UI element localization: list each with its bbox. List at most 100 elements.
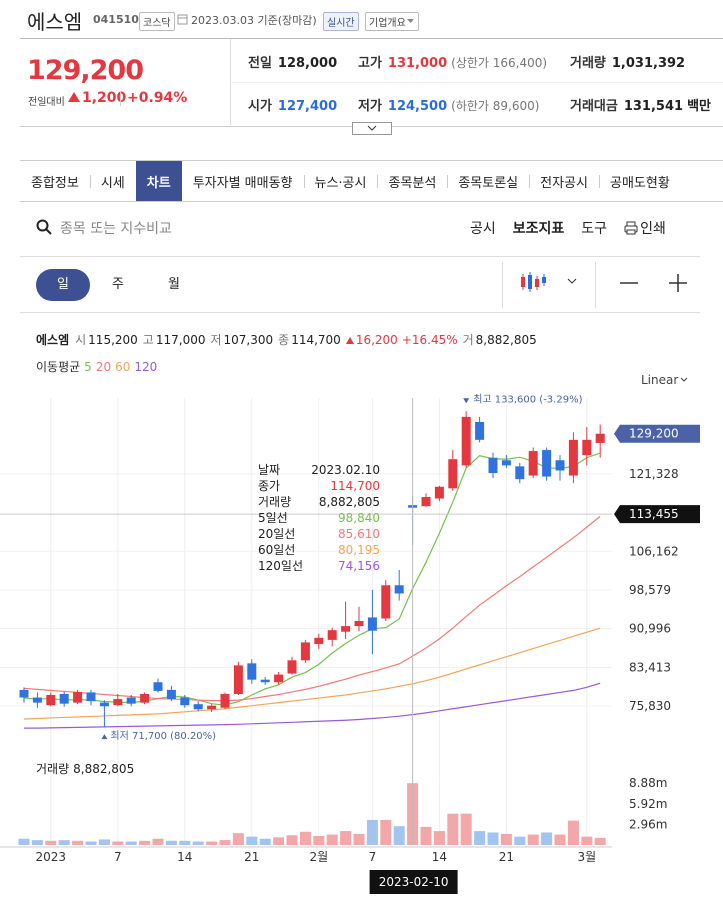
crosshair-date: 2023-02-10 <box>379 875 449 889</box>
volume-bar <box>340 831 352 845</box>
volume-bar <box>393 826 405 845</box>
change-value: 1,200 <box>82 90 127 106</box>
period-button[interactable]: 월 <box>168 277 180 292</box>
volume-bar <box>326 834 338 845</box>
price-tag <box>614 424 700 443</box>
tab[interactable]: 종목토론실 <box>447 161 529 201</box>
y-tick-label: 106,162 <box>629 544 679 558</box>
stat: 저가 124,500 (하한가 89,600) <box>358 95 539 114</box>
search-input[interactable]: 종목 또는 지수비교 <box>60 221 172 237</box>
scale-label: Linear <box>641 373 679 387</box>
candle-body <box>32 697 42 703</box>
tool-label: 보조지표 <box>512 221 565 237</box>
up-icon <box>68 92 80 102</box>
stat-unit: 백만 <box>687 99 711 114</box>
tool-button[interactable]: 도구 <box>581 218 607 238</box>
tooltip-row: 종가 114,700 <box>258 478 380 494</box>
period-button[interactable]: 일 <box>36 269 90 301</box>
tooltip-row: 날짜 2023.02.10 <box>258 462 380 478</box>
stat-value: 128,000 <box>277 56 338 71</box>
divider <box>20 312 700 313</box>
candle-body <box>354 620 364 627</box>
company-button[interactable]: 기업개요 <box>365 12 419 31</box>
ma-legend: 이동평균 5 20 60 120 <box>36 358 161 375</box>
chart: 121,328 106,162 98,579 90,996 83,413 75,830 2.… <box>0 393 700 894</box>
stat: 전일 128,000 <box>248 52 337 71</box>
x-tick-label: 7 <box>369 850 377 864</box>
candle-body <box>367 617 377 631</box>
y-tick-label: 83,413 <box>629 660 671 674</box>
candle-body <box>488 457 498 474</box>
candle-body <box>434 486 444 499</box>
legend-entry: 5 <box>84 360 92 374</box>
tooltip-value: 85,610 <box>338 527 380 541</box>
stock-code: 041510 <box>93 13 139 26</box>
candle-body <box>233 665 243 694</box>
candle-body <box>73 691 83 703</box>
stat-label: 거래대금 <box>570 99 618 114</box>
volume-bar <box>232 833 244 845</box>
realtime-badge[interactable]: 실시간 <box>323 12 359 31</box>
tooltip-label: 종가 <box>258 479 281 493</box>
current-price: 129,200 <box>27 55 144 86</box>
x-tick-label: 21 <box>244 850 259 864</box>
summary-value: 115,200 <box>88 333 138 347</box>
tooltip-row: 5일선 98,840 <box>258 510 380 526</box>
volume-bar <box>541 832 553 845</box>
volume-bar <box>299 831 311 845</box>
expand-icon <box>367 125 377 131</box>
tooltip-value: 74,156 <box>338 559 380 573</box>
low-note: 최저 71,700 (80.20%) <box>110 730 216 742</box>
tab[interactable]: 종합정보 <box>31 175 79 191</box>
stat-label: 전일 <box>248 56 272 71</box>
moving-average-line <box>24 682 601 729</box>
tab[interactable]: 시세 <box>89 161 136 201</box>
summary-value: 117,000 <box>155 333 206 347</box>
volume-bar <box>125 841 137 845</box>
expand-button[interactable] <box>352 122 392 135</box>
volume-bar <box>259 838 271 845</box>
tab[interactable]: 뉴스·공시 <box>303 161 378 201</box>
candle-body <box>448 459 458 489</box>
summary-label: 종 <box>278 333 290 347</box>
tool-button[interactable]: 인쇄 <box>624 218 666 238</box>
tool-button[interactable]: 공시 <box>470 218 496 238</box>
y-tick-label: 75,830 <box>629 699 671 713</box>
chart-type-button[interactable] <box>520 270 590 296</box>
tooltip-label: 날짜 <box>258 463 281 477</box>
summary-value: 8,882,805 <box>475 333 537 347</box>
crosshair-tag-label: 113,455 <box>629 507 679 521</box>
candle-body <box>542 450 552 477</box>
period-button[interactable]: 주 <box>112 277 124 292</box>
tab[interactable]: 전자공시 <box>529 161 599 201</box>
tab[interactable]: 차트 <box>135 161 182 201</box>
summary-value: 107,300 <box>223 333 274 347</box>
candle-body <box>113 699 123 706</box>
divider <box>502 262 503 308</box>
tool-button[interactable]: 보조지표 <box>513 218 565 238</box>
stat: 시가 127,400 <box>248 95 337 114</box>
price-change: 1,200 <box>68 90 126 106</box>
moving-average-line <box>23 627 601 720</box>
candle-body <box>126 697 136 704</box>
volume-bar <box>460 813 472 845</box>
volume-bar <box>139 840 151 845</box>
tab[interactable]: 종목분석 <box>377 161 447 201</box>
tab[interactable]: 투자자별 매매동향 <box>192 175 293 191</box>
stat-value: 1,031,392 <box>611 56 686 71</box>
tool-label: 도구 <box>581 221 608 237</box>
summary-value: 114,700 <box>291 333 341 347</box>
tooltip-label: 거래량 <box>258 495 292 509</box>
candle-body <box>568 439 578 476</box>
tooltip-label: 5일선 <box>258 511 288 525</box>
candle-body <box>461 416 471 466</box>
volume-title-label: 거래량 <box>36 762 69 776</box>
calendar-icon <box>177 14 188 25</box>
y-tick-label: 121,328 <box>629 467 679 481</box>
zoom-controls[interactable] <box>618 273 698 293</box>
scale-toggle[interactable]: Linear <box>641 373 690 387</box>
tab[interactable]: 공매도현황 <box>598 161 681 201</box>
volume-bar <box>353 833 365 845</box>
candle-body <box>166 689 176 700</box>
